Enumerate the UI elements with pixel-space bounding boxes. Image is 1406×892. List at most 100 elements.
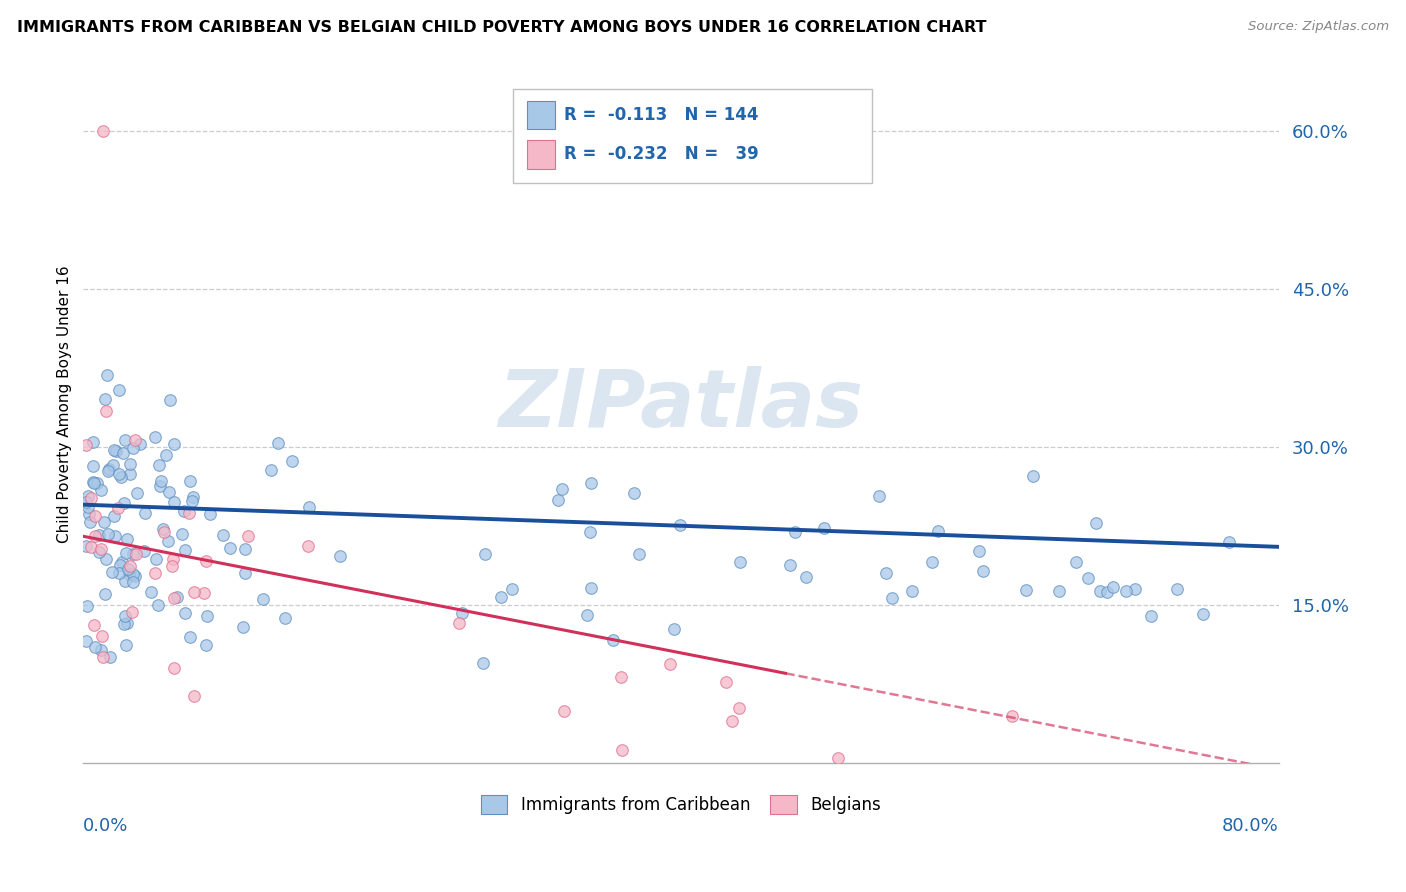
Point bbox=[77, 507, 100, 521]
Point bbox=[252, 592, 274, 607]
Point bbox=[662, 622, 685, 636]
Point bbox=[122, 566, 145, 581]
Point bbox=[233, 542, 256, 557]
Point bbox=[82, 434, 104, 449]
Point bbox=[162, 558, 184, 573]
Point bbox=[827, 750, 849, 764]
Point bbox=[97, 527, 120, 541]
Point bbox=[98, 650, 121, 665]
Point bbox=[1115, 584, 1137, 599]
Point bbox=[118, 458, 141, 472]
Point bbox=[1090, 583, 1112, 598]
Point bbox=[181, 490, 204, 504]
Point bbox=[628, 547, 651, 561]
Point bbox=[579, 581, 602, 595]
Point bbox=[97, 464, 120, 478]
Point bbox=[1064, 555, 1087, 569]
Point bbox=[796, 569, 818, 583]
Point bbox=[90, 483, 112, 497]
Point bbox=[721, 714, 744, 728]
Point bbox=[779, 558, 801, 572]
Point bbox=[157, 484, 180, 499]
Point bbox=[89, 545, 111, 559]
Point bbox=[162, 552, 184, 566]
Point bbox=[125, 547, 148, 561]
Point bbox=[112, 617, 135, 632]
Point bbox=[82, 458, 104, 473]
Point bbox=[149, 479, 172, 493]
Point bbox=[93, 515, 115, 529]
Point bbox=[163, 661, 186, 675]
Point bbox=[94, 392, 117, 406]
Point bbox=[118, 467, 141, 482]
Point bbox=[179, 630, 201, 644]
Point bbox=[972, 564, 994, 578]
Point bbox=[143, 566, 166, 581]
Point bbox=[117, 562, 139, 576]
Text: R =  -0.113   N = 144: R = -0.113 N = 144 bbox=[564, 106, 758, 124]
Point bbox=[91, 123, 114, 137]
Point bbox=[170, 527, 193, 541]
Point bbox=[115, 533, 138, 547]
Point bbox=[1140, 608, 1163, 623]
Point bbox=[451, 606, 474, 620]
Point bbox=[111, 555, 134, 569]
Point bbox=[94, 587, 117, 601]
Point bbox=[148, 458, 170, 473]
Point bbox=[193, 586, 215, 600]
Point bbox=[875, 566, 897, 581]
Point bbox=[281, 454, 304, 468]
Point bbox=[219, 541, 242, 556]
Point bbox=[212, 528, 235, 542]
Point bbox=[180, 493, 202, 508]
Point bbox=[115, 638, 138, 652]
Point bbox=[75, 438, 97, 452]
Point bbox=[121, 605, 143, 619]
Point bbox=[90, 643, 112, 657]
Point bbox=[579, 525, 602, 540]
Point bbox=[183, 584, 205, 599]
Point bbox=[110, 470, 132, 484]
Point bbox=[179, 474, 201, 488]
Point bbox=[146, 598, 169, 612]
Point bbox=[183, 689, 205, 703]
Point bbox=[1047, 583, 1070, 598]
Point bbox=[155, 448, 177, 462]
Point bbox=[329, 549, 352, 564]
Point bbox=[90, 542, 112, 557]
Point bbox=[501, 582, 523, 596]
Point bbox=[96, 368, 118, 383]
Point bbox=[125, 485, 148, 500]
Point bbox=[94, 404, 117, 418]
Point bbox=[94, 551, 117, 566]
Point bbox=[1015, 582, 1038, 597]
Point bbox=[107, 501, 129, 516]
Point bbox=[103, 442, 125, 457]
Point bbox=[90, 629, 112, 643]
Point bbox=[103, 508, 125, 523]
Point bbox=[77, 500, 100, 514]
Point bbox=[233, 566, 256, 580]
Point bbox=[112, 446, 135, 460]
Point bbox=[927, 524, 949, 538]
Point bbox=[153, 525, 176, 540]
Point bbox=[115, 615, 138, 630]
Point bbox=[75, 495, 97, 509]
Point bbox=[472, 657, 495, 671]
Point bbox=[658, 657, 681, 672]
Point bbox=[576, 608, 599, 623]
Point bbox=[1077, 571, 1099, 585]
Point bbox=[108, 467, 131, 481]
Point bbox=[163, 437, 186, 451]
Point bbox=[198, 508, 221, 522]
Point bbox=[174, 543, 197, 558]
Point bbox=[901, 584, 924, 599]
Point bbox=[195, 609, 218, 624]
Point bbox=[623, 486, 645, 500]
Point bbox=[728, 555, 751, 569]
Point bbox=[547, 493, 569, 508]
Legend: Immigrants from Caribbean, Belgians: Immigrants from Caribbean, Belgians bbox=[474, 788, 887, 821]
Point bbox=[449, 615, 471, 630]
Point bbox=[238, 529, 260, 543]
Point bbox=[139, 585, 162, 599]
